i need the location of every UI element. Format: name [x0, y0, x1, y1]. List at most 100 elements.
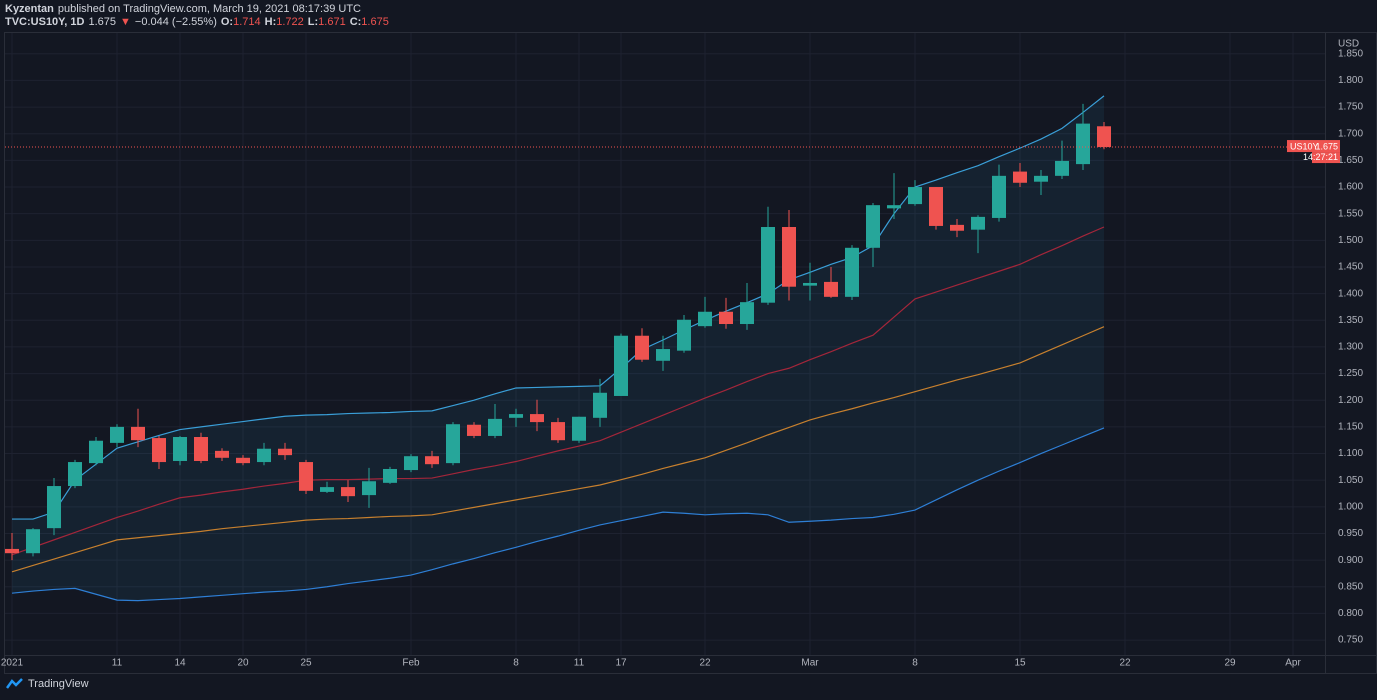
symbol: TVC:US10Y, 1D — [5, 16, 85, 28]
ohlc-value: 1.722 — [276, 16, 304, 28]
candle-body — [887, 205, 901, 209]
x-tick-label: 17 — [615, 658, 627, 669]
candle-body — [278, 448, 292, 456]
ohlc-item: C:1.675 — [350, 16, 389, 28]
ohlc-label: L: — [307, 16, 319, 28]
y-tick-label: 1.700 — [1338, 128, 1363, 139]
price-tag — [1287, 140, 1340, 153]
candle-body — [719, 311, 733, 325]
y-tick-label: 1.200 — [1338, 395, 1363, 406]
y-tick-label: 1.500 — [1338, 235, 1363, 246]
x-tick-label: 8 — [912, 658, 918, 669]
y-tick-label: 1.550 — [1338, 208, 1363, 219]
ohlc-item: O:1.714 — [221, 16, 261, 28]
candle-body — [425, 456, 439, 465]
y-tick-label: 0.950 — [1338, 528, 1363, 539]
candle-body — [362, 481, 376, 496]
x-tick-label: Mar — [801, 658, 819, 669]
indicator-line — [11, 427, 1105, 602]
y-tick-label: 1.750 — [1338, 102, 1363, 113]
y-tick-label: 1.600 — [1338, 182, 1363, 193]
candle-body — [467, 424, 481, 436]
ohlc-item: H:1.722 — [265, 16, 304, 28]
candle-body — [635, 335, 649, 360]
candle-body — [593, 392, 607, 418]
candle-body — [152, 438, 166, 463]
candle-body — [677, 319, 691, 351]
candle-body — [47, 486, 61, 529]
indicator-line — [11, 326, 1105, 573]
candle-body — [1055, 160, 1069, 176]
y-tick-label: 1.000 — [1338, 501, 1363, 512]
change-arrow: ▼ — [120, 16, 131, 28]
candle-body — [908, 187, 922, 205]
ohlc-label: O: — [220, 16, 234, 28]
x-tick-label: Apr — [1285, 658, 1301, 669]
currency-label: USD — [1338, 39, 1359, 50]
x-tick-label: 2021 — [1, 658, 24, 669]
header-line: Kyzentan published on TradingView.com, M… — [5, 3, 361, 15]
candle-body — [845, 247, 859, 297]
candle-body — [194, 437, 208, 461]
price-tag-value: 1.675 — [1315, 141, 1338, 151]
candle-body — [89, 440, 103, 464]
y-tick-label: 1.650 — [1338, 155, 1363, 166]
x-tick-label: Feb — [402, 658, 420, 669]
y-tick-label: 1.250 — [1338, 368, 1363, 379]
candle-body — [509, 414, 523, 418]
header-line: TVC:US10Y, 1D 1.675 ▼ −0.044 (−2.55%) O:… — [5, 16, 389, 28]
ohlc-value: 1.714 — [233, 16, 261, 28]
candle-body — [656, 349, 670, 361]
candle-body — [488, 418, 502, 436]
x-tick-label: 15 — [1014, 658, 1026, 669]
candle-body — [1034, 175, 1048, 182]
candle-body — [551, 422, 565, 441]
candle-body — [614, 335, 628, 396]
y-tick-label: 1.800 — [1338, 75, 1363, 86]
candle-body — [530, 414, 544, 423]
candle-body — [131, 426, 145, 441]
candle-body — [446, 424, 460, 464]
candle-body — [110, 426, 124, 443]
logo — [6, 678, 23, 689]
y-tick-label: 1.350 — [1338, 315, 1363, 326]
candle-body — [971, 216, 985, 230]
y-tick-label: 0.900 — [1338, 555, 1363, 566]
price-tag — [1312, 152, 1340, 164]
y-tick-label: 1.100 — [1338, 448, 1363, 459]
candle-body — [236, 457, 250, 464]
candle-body — [320, 487, 334, 492]
candle-body — [383, 468, 397, 483]
y-tick-label: 1.300 — [1338, 342, 1363, 353]
candle-body — [1076, 123, 1090, 165]
y-tick-label: 1.050 — [1338, 475, 1363, 486]
band-fill — [12, 95, 1104, 601]
candle-body — [992, 175, 1006, 218]
candle-body — [404, 456, 418, 471]
y-tick-label: 0.800 — [1338, 608, 1363, 619]
candle-body — [299, 462, 313, 491]
candle-body — [26, 529, 40, 554]
x-tick-label: 22 — [1119, 658, 1131, 669]
candle-body — [68, 462, 82, 487]
candle-body — [803, 282, 817, 286]
candle-body — [761, 227, 775, 303]
footer: TradingView — [6, 678, 89, 690]
indicator-line — [12, 95, 1105, 520]
price-tag-symbol: US10Y — [1290, 141, 1319, 151]
candle-body — [782, 227, 796, 287]
candle-body — [929, 187, 943, 226]
ohlc-item: L:1.671 — [308, 16, 346, 28]
x-tick-label: 29 — [1224, 658, 1236, 669]
price-tag-countdown: 14:27:21 — [1303, 152, 1338, 162]
candle-body — [173, 437, 187, 461]
y-tick-label: 0.850 — [1338, 581, 1363, 592]
x-tick-label: 22 — [699, 658, 711, 669]
candle-body — [1097, 126, 1111, 148]
y-tick-label: 1.400 — [1338, 288, 1363, 299]
candle-body — [572, 416, 586, 441]
last-price: 1.675 — [88, 16, 117, 28]
change: −0.044 (−2.55%) — [134, 16, 217, 28]
candle-body — [341, 487, 355, 497]
